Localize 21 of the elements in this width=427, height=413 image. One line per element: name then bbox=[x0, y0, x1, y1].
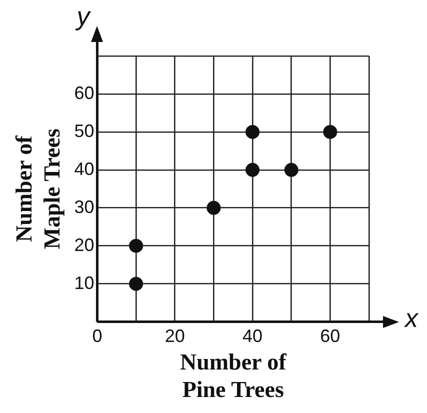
x-tick-label: 0 bbox=[92, 326, 102, 346]
point bbox=[246, 124, 260, 139]
y-axis-title: Number of Maple Trees bbox=[12, 128, 64, 250]
point bbox=[206, 200, 221, 215]
point bbox=[129, 238, 144, 253]
text: y bbox=[74, 1, 92, 32]
x-tick-label: 20 bbox=[164, 326, 185, 346]
y-tick-label: 50 bbox=[74, 120, 94, 141]
point bbox=[129, 276, 144, 291]
y-tick-label: 10 bbox=[74, 272, 94, 293]
point bbox=[246, 162, 260, 177]
y-tick-label: 30 bbox=[74, 196, 94, 217]
y-tick-label: 60 bbox=[74, 82, 94, 103]
point bbox=[323, 124, 338, 139]
x-tick-label: 40 bbox=[242, 326, 263, 346]
x-axis-title: Number of Pine Trees bbox=[180, 350, 287, 402]
y-tick-label: 40 bbox=[74, 158, 94, 179]
point bbox=[284, 162, 298, 177]
x-tick-label: 60 bbox=[320, 326, 340, 346]
text: x bbox=[403, 303, 419, 334]
y-tick-label: 20 bbox=[74, 234, 94, 255]
